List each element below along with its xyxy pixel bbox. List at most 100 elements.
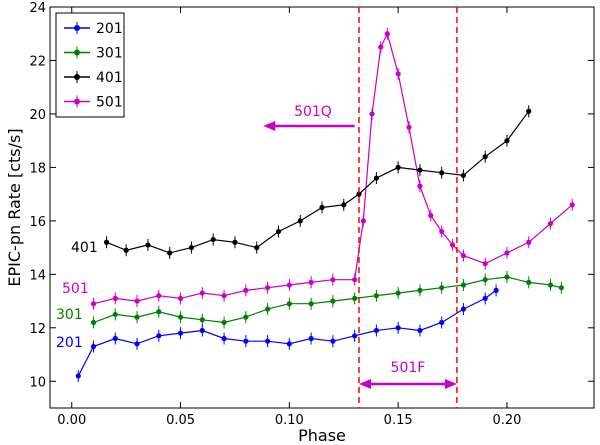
data-point (90, 319, 97, 326)
data-point (297, 218, 303, 224)
plot-frame (49, 6, 595, 409)
annotation-501q-arrowhead (263, 120, 276, 131)
legend-entry-301: 301 (64, 46, 123, 62)
data-point (243, 287, 249, 293)
data-point (395, 325, 401, 331)
data-point (221, 335, 227, 342)
data-point (406, 124, 412, 130)
legend-label: 201 (96, 21, 123, 37)
data-point (199, 290, 205, 296)
data-point (286, 282, 292, 288)
legend-box (55, 12, 125, 118)
legend-marker (74, 74, 80, 80)
annotation-501q-label: 501Q (294, 104, 332, 120)
data-point (177, 314, 184, 320)
series-line-501 (93, 31, 573, 305)
data-point (373, 293, 379, 299)
data-point (123, 247, 129, 253)
series-line-301 (93, 276, 562, 324)
data-point (167, 250, 173, 256)
data-point (493, 287, 499, 293)
data-point (356, 191, 362, 197)
data-point (395, 71, 401, 77)
data-point (482, 261, 488, 267)
data-point (439, 228, 445, 235)
legend-label: 301 (96, 46, 123, 62)
data-point (308, 279, 314, 285)
data-point (330, 277, 336, 283)
data-point (221, 293, 227, 299)
data-point (103, 239, 110, 245)
series-301 (90, 271, 564, 329)
data-point (439, 285, 445, 291)
data-point (156, 309, 162, 315)
series-201 (75, 284, 499, 382)
data-point (199, 327, 205, 334)
x-tick-label: 0.05 (166, 413, 195, 428)
data-point (243, 314, 249, 320)
data-point (90, 343, 97, 350)
data-point (232, 239, 238, 245)
data-point (369, 111, 375, 117)
y-tick-label: 20 (29, 108, 46, 123)
series-label-301: 301 (56, 307, 83, 323)
data-point (177, 295, 184, 301)
y-tick-label: 12 (29, 322, 46, 337)
series-label-501: 501 (62, 281, 89, 297)
series-label-401: 401 (71, 240, 98, 256)
data-point (547, 282, 554, 288)
data-point (265, 285, 271, 291)
data-point (460, 253, 467, 259)
x-tick-label: 0.15 (384, 413, 413, 428)
data-point (395, 164, 401, 170)
series-401 (103, 105, 532, 259)
data-point (526, 239, 532, 245)
data-point (352, 277, 358, 283)
annotation-501f-label: 501F (391, 360, 426, 376)
data-point (482, 277, 488, 283)
data-point (134, 314, 140, 320)
data-point (373, 175, 379, 181)
data-point (156, 333, 162, 339)
data-point (460, 282, 467, 288)
data-point (286, 341, 292, 347)
data-point (330, 338, 336, 344)
series-line-401 (106, 110, 530, 254)
data-point (460, 306, 467, 312)
data-point (112, 311, 118, 318)
data-point (145, 242, 151, 248)
data-point (558, 285, 564, 291)
data-point (352, 295, 358, 301)
data-point (482, 295, 488, 301)
legend-marker (74, 25, 80, 31)
data-point (199, 317, 205, 323)
data-point (254, 245, 260, 251)
x-axis-label: Phase (298, 426, 346, 445)
data-point (134, 341, 140, 347)
data-point (156, 293, 162, 299)
data-point (504, 138, 510, 144)
data-point (482, 154, 488, 160)
data-point (439, 319, 445, 326)
data-point (341, 202, 347, 208)
data-point (221, 319, 227, 326)
data-point (308, 335, 314, 342)
data-point (526, 108, 532, 114)
data-point (428, 212, 434, 219)
data-point (188, 245, 195, 251)
data-point (177, 330, 184, 336)
annotation-501f-arrowhead-left (358, 378, 371, 389)
data-point (319, 204, 325, 211)
data-point (210, 236, 216, 243)
data-point (352, 333, 358, 339)
data-point (243, 338, 249, 344)
y-tick-label: 22 (29, 54, 46, 69)
data-point (439, 170, 445, 176)
legend-marker (74, 49, 80, 56)
data-point (90, 301, 97, 307)
data-point (330, 298, 336, 304)
legend-entry-501: 501 (64, 95, 123, 111)
data-point (526, 279, 532, 285)
x-tick-label: 0.20 (492, 413, 521, 428)
